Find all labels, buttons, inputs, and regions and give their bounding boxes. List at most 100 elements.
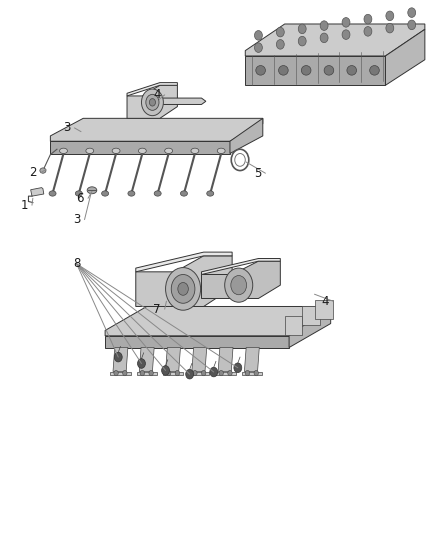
Text: 6: 6 [76, 192, 84, 205]
Circle shape [146, 94, 159, 110]
Circle shape [298, 36, 306, 46]
Text: 8: 8 [73, 257, 80, 270]
Polygon shape [289, 306, 331, 348]
Text: 1: 1 [20, 199, 28, 212]
Polygon shape [166, 348, 180, 372]
Polygon shape [230, 118, 263, 154]
Circle shape [276, 27, 284, 37]
Polygon shape [137, 372, 157, 375]
Circle shape [178, 282, 188, 295]
Circle shape [408, 20, 416, 30]
Polygon shape [192, 348, 207, 372]
Circle shape [114, 370, 118, 376]
Polygon shape [285, 316, 302, 335]
Polygon shape [105, 336, 289, 348]
Circle shape [408, 8, 416, 18]
Circle shape [320, 33, 328, 43]
Circle shape [342, 18, 350, 27]
Polygon shape [201, 261, 280, 298]
Text: 4: 4 [321, 295, 329, 308]
Polygon shape [189, 372, 209, 375]
Text: 3: 3 [73, 213, 80, 226]
Circle shape [254, 370, 258, 376]
Circle shape [364, 27, 372, 36]
Circle shape [386, 11, 394, 21]
Circle shape [231, 276, 247, 295]
Circle shape [162, 366, 170, 375]
Circle shape [141, 89, 163, 116]
Circle shape [234, 363, 242, 373]
Circle shape [276, 39, 284, 49]
Circle shape [342, 30, 350, 39]
Circle shape [166, 370, 171, 376]
Polygon shape [201, 259, 280, 274]
Polygon shape [136, 256, 232, 306]
Circle shape [254, 30, 262, 40]
Polygon shape [31, 188, 44, 196]
Circle shape [201, 370, 206, 376]
Ellipse shape [86, 148, 94, 154]
Polygon shape [215, 372, 236, 375]
Ellipse shape [191, 148, 199, 154]
Circle shape [114, 352, 122, 362]
Polygon shape [385, 29, 425, 85]
Circle shape [166, 268, 201, 310]
Polygon shape [244, 348, 259, 372]
Polygon shape [50, 118, 263, 141]
Polygon shape [127, 85, 177, 118]
Circle shape [138, 359, 145, 368]
Ellipse shape [128, 191, 135, 196]
Ellipse shape [102, 191, 109, 196]
Circle shape [254, 43, 262, 52]
Circle shape [186, 369, 194, 379]
Circle shape [320, 21, 328, 30]
Polygon shape [315, 300, 333, 319]
Ellipse shape [87, 187, 97, 193]
Circle shape [193, 370, 197, 376]
Circle shape [171, 274, 195, 303]
Ellipse shape [165, 148, 173, 154]
Polygon shape [50, 141, 230, 154]
Polygon shape [302, 306, 320, 325]
Text: 2: 2 [29, 166, 37, 179]
Circle shape [123, 370, 127, 376]
Text: 3: 3 [63, 122, 70, 134]
Ellipse shape [324, 66, 334, 75]
Polygon shape [163, 372, 183, 375]
Ellipse shape [154, 191, 161, 196]
Polygon shape [245, 56, 385, 85]
Ellipse shape [279, 66, 288, 75]
Circle shape [149, 99, 155, 106]
Ellipse shape [347, 66, 357, 75]
Circle shape [219, 370, 223, 376]
Ellipse shape [75, 191, 82, 196]
Polygon shape [105, 306, 331, 336]
Circle shape [140, 370, 145, 376]
Polygon shape [242, 372, 262, 375]
Polygon shape [139, 348, 154, 372]
Circle shape [364, 14, 372, 24]
Ellipse shape [40, 168, 46, 173]
Ellipse shape [217, 148, 225, 154]
Ellipse shape [112, 148, 120, 154]
Circle shape [298, 24, 306, 34]
Circle shape [175, 370, 180, 376]
Text: 7: 7 [153, 303, 161, 316]
Circle shape [149, 370, 153, 376]
Ellipse shape [256, 66, 265, 75]
Ellipse shape [370, 66, 379, 75]
Ellipse shape [180, 191, 187, 196]
Circle shape [228, 370, 232, 376]
Circle shape [210, 367, 218, 377]
Circle shape [245, 370, 250, 376]
Polygon shape [110, 372, 131, 375]
Ellipse shape [207, 191, 214, 196]
Circle shape [386, 23, 394, 33]
Ellipse shape [60, 148, 67, 154]
Ellipse shape [301, 66, 311, 75]
Polygon shape [113, 348, 128, 372]
Polygon shape [162, 98, 206, 104]
Ellipse shape [138, 148, 146, 154]
Circle shape [225, 268, 253, 302]
Polygon shape [136, 252, 232, 272]
